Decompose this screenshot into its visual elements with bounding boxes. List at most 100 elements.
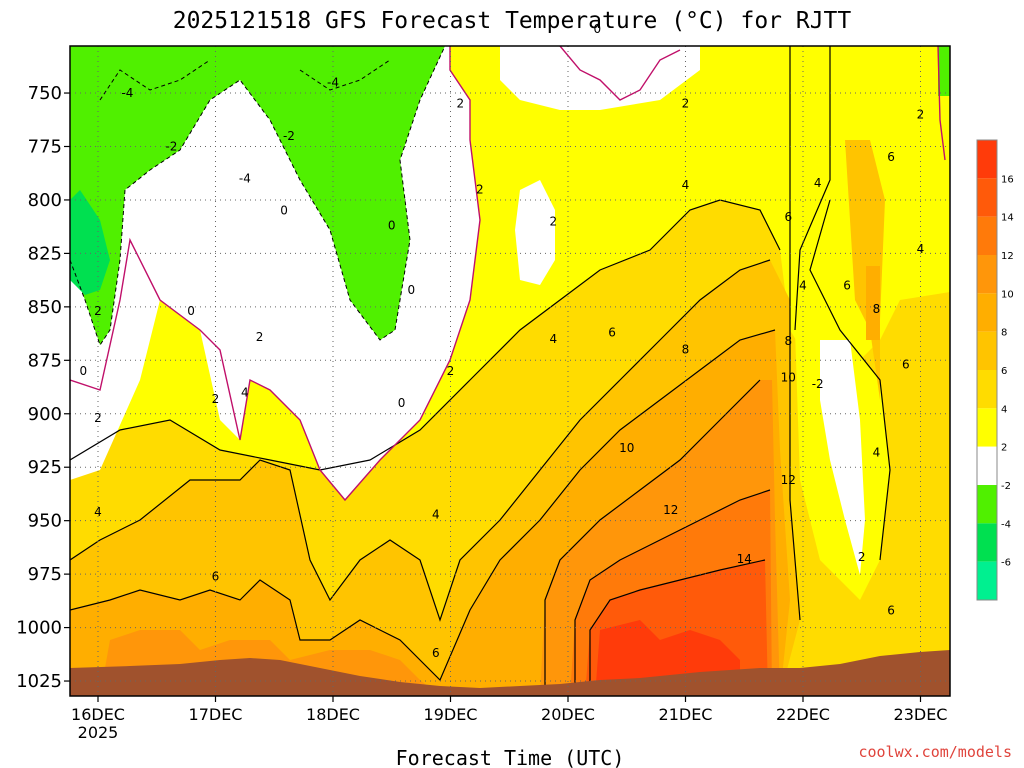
contour-0-right xyxy=(937,46,946,161)
contour-label: 0 xyxy=(398,396,406,410)
y-tick-label: 775 xyxy=(28,136,62,157)
contour-12 xyxy=(574,489,771,696)
credit-text: coolwx.com/models xyxy=(858,743,1012,761)
colorbar-swatch xyxy=(977,446,997,485)
contour-6 xyxy=(70,329,776,682)
contour-label: 0 xyxy=(594,22,602,36)
x-tick-label: 19DEC xyxy=(424,705,478,724)
colorbar-label: -4 xyxy=(1001,519,1011,530)
y-tick-label: 800 xyxy=(28,190,62,211)
fill-0-2-pocket xyxy=(515,180,555,285)
contour-label: 10 xyxy=(619,441,634,455)
colorbar-label: 12 xyxy=(1001,251,1014,262)
contour-10 xyxy=(544,379,761,696)
colorbar-label: 8 xyxy=(1001,328,1007,339)
fill-white-right xyxy=(820,340,865,575)
colorbar-swatch xyxy=(977,140,997,179)
fill-neg4-neg2 xyxy=(70,46,445,345)
contour-label: 2 xyxy=(94,304,102,318)
x-tick-label: 16DEC xyxy=(71,705,125,724)
contour-right-a xyxy=(789,46,801,621)
contour-label: 4 xyxy=(549,332,557,346)
x-tick-label: 22DEC xyxy=(776,705,830,724)
contour-label: 0 xyxy=(187,304,195,318)
contour-label: 2 xyxy=(858,550,866,564)
contour-label: 6 xyxy=(608,326,616,340)
colorbar-swatch xyxy=(977,408,997,447)
fill-2-4-right xyxy=(790,46,890,600)
colorbar-label: 10 xyxy=(1001,289,1014,300)
x-year-label: 2025 xyxy=(78,723,119,742)
contour-label: 4 xyxy=(682,178,690,192)
y-tick-label: 850 xyxy=(28,297,62,318)
fill-0-2-top xyxy=(500,46,700,110)
contour-label: 4 xyxy=(241,385,249,399)
contour-label: 4 xyxy=(814,176,822,190)
colorbar-label: 14 xyxy=(1001,213,1014,224)
colorbar-label: 6 xyxy=(1001,366,1007,377)
contour-label: 8 xyxy=(873,302,881,316)
contour-0-top xyxy=(559,46,681,101)
contour-label: -2 xyxy=(165,139,177,153)
y-tick-label: 900 xyxy=(28,404,62,425)
contour-right-b xyxy=(794,46,831,331)
fill-right-green xyxy=(938,46,950,96)
contour-label: -2 xyxy=(283,129,295,143)
y-tick-label: 975 xyxy=(28,564,62,585)
contour-label: -4 xyxy=(327,75,339,89)
plot-area xyxy=(70,46,950,696)
x-axis-title: Forecast Time (UTC) xyxy=(396,746,625,768)
contour-label: 14 xyxy=(737,552,752,566)
fill-right-orange xyxy=(866,266,880,340)
colorbar-swatch xyxy=(977,561,997,600)
contour-neg4-b xyxy=(299,59,391,91)
fill-neg6-neg4 xyxy=(70,190,110,295)
contour-label: 6 xyxy=(784,210,792,224)
contour-label: 0 xyxy=(79,364,87,378)
x-tick-label: 18DEC xyxy=(306,705,360,724)
colorbar-swatch xyxy=(977,255,997,294)
contour-label: -2 xyxy=(812,377,824,391)
contour-label: 6 xyxy=(212,569,220,583)
colorbar-swatch xyxy=(977,216,997,255)
contour-label: 4 xyxy=(917,242,925,256)
contour-right-c xyxy=(809,199,891,561)
colorbar-swatch xyxy=(977,523,997,562)
contour-label: 0 xyxy=(408,283,416,297)
colorbar-label: -6 xyxy=(1001,558,1011,569)
contour-label: 2 xyxy=(447,364,455,378)
contour-label: 0 xyxy=(280,204,288,218)
contour-label: 4 xyxy=(873,445,881,459)
contour-negative xyxy=(70,46,446,347)
colorbar-swatch xyxy=(977,178,997,217)
contour-neg2 xyxy=(70,46,446,347)
colorbar-border xyxy=(976,139,998,601)
y-tick-label: 750 xyxy=(28,83,62,104)
contour-label: 2 xyxy=(549,214,557,228)
contour-label: 0 xyxy=(388,219,396,233)
contour-label: 12 xyxy=(663,503,678,517)
colorbar-label: 16 xyxy=(1001,174,1014,185)
x-tick-label: 23DEC xyxy=(894,705,948,724)
contour-label: 6 xyxy=(432,646,440,660)
contour-label: -4 xyxy=(121,86,133,100)
colorbar-label: -2 xyxy=(1001,481,1011,492)
y-axis: 750 775 800 825 850 875 900 925 950 975 1000 1025 xyxy=(16,83,70,692)
contour-0 xyxy=(70,46,481,502)
chart-title: 2025121518 GFS Forecast Temperature (°C)… xyxy=(173,8,852,34)
y-tick-label: 825 xyxy=(28,243,62,264)
colorbar-swatch xyxy=(977,331,997,370)
colorbar-label: 4 xyxy=(1001,404,1007,415)
contour-label: 8 xyxy=(682,343,690,357)
contour-label: 4 xyxy=(799,278,807,292)
contour-label: 2 xyxy=(94,411,102,425)
x-tick-label: 17DEC xyxy=(189,705,243,724)
contour-label: 2 xyxy=(212,392,220,406)
contour-label: 8 xyxy=(784,334,792,348)
contour-14 xyxy=(589,559,766,696)
y-tick-label: 925 xyxy=(28,457,62,478)
contour-label: 2 xyxy=(917,107,925,121)
contour-label: 6 xyxy=(843,278,851,292)
contour-label: 2 xyxy=(476,182,484,196)
x-tick-label: 21DEC xyxy=(659,705,713,724)
